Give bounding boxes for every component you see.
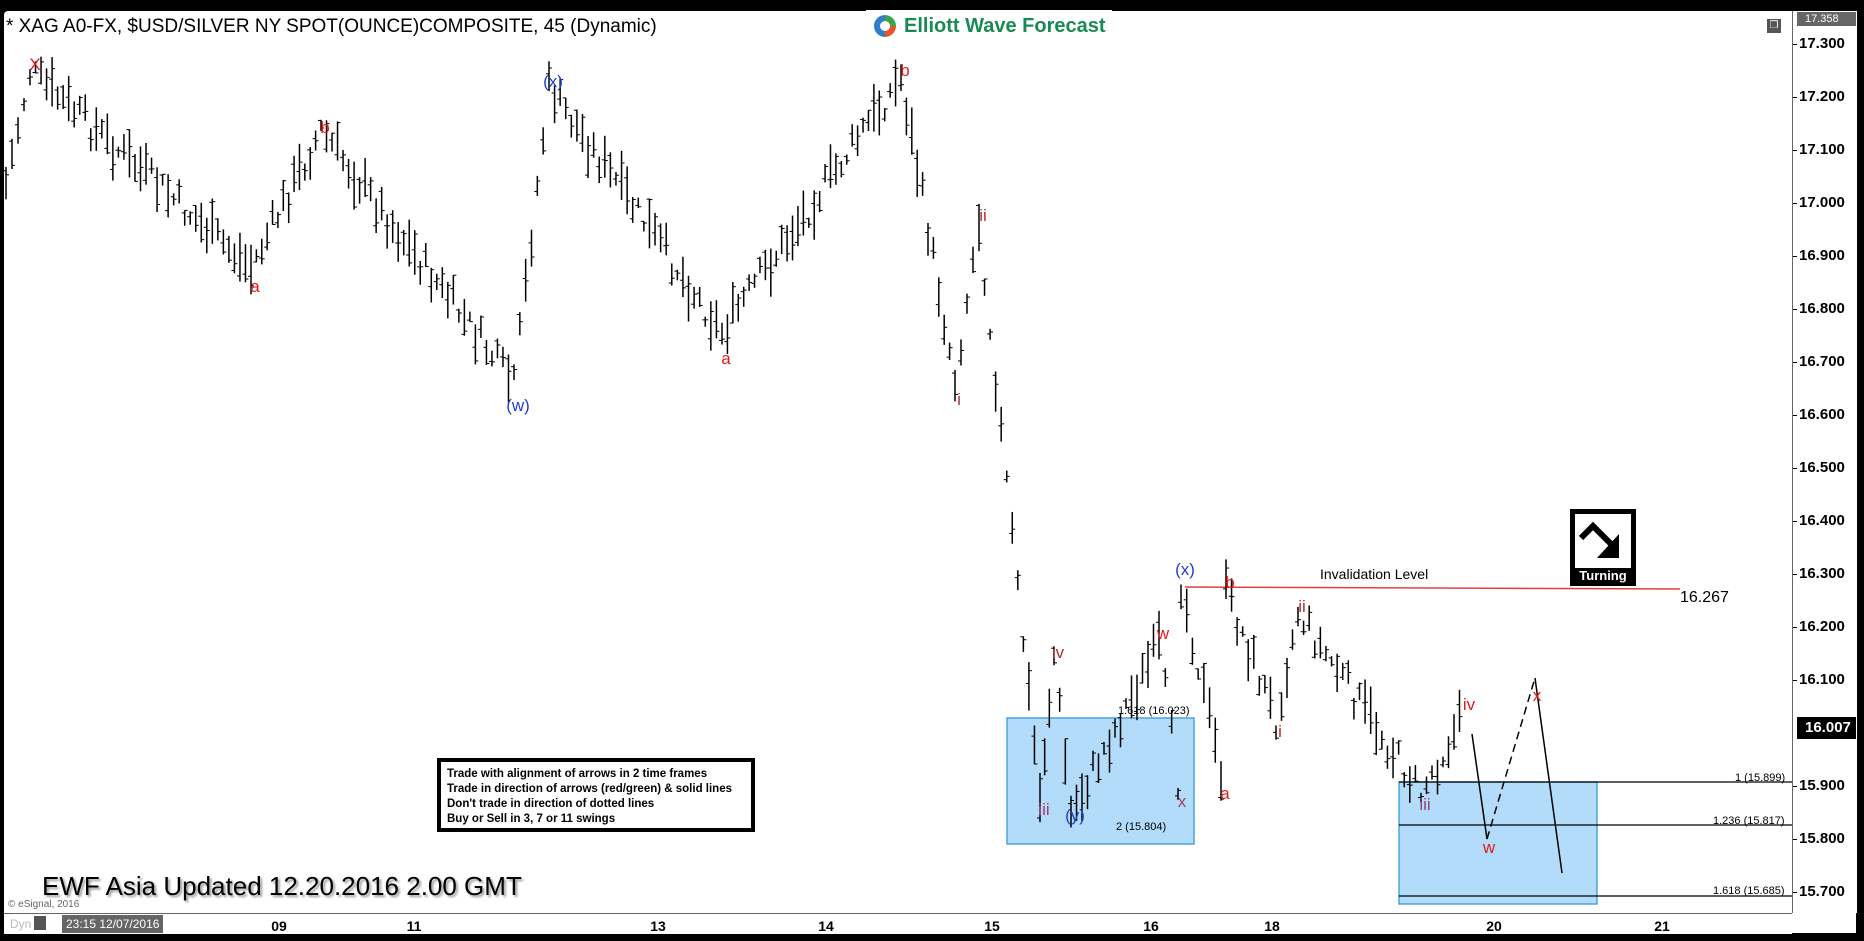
rule-line: Trade with alignment of arrows in 2 time… [447, 768, 708, 780]
trading-rules-box: Trade with alignment of arrows in 2 time… [437, 758, 755, 832]
fib-label: 1.618 (15.685) [1713, 885, 1785, 897]
price-tick: 17.000 [1793, 194, 1845, 211]
wave-label: iii [1038, 800, 1050, 819]
wave-label: iv [1462, 695, 1476, 714]
invalidation-label: Invalidation Level [1320, 566, 1429, 582]
time-tick: 21 [1654, 918, 1670, 934]
turning-label: Turning [1579, 568, 1627, 583]
wave-label: (y) [1065, 806, 1085, 825]
invalidation-line [1184, 586, 1681, 590]
time-tick: 18 [1264, 918, 1280, 934]
restore-window-button[interactable]: ❐ [1767, 19, 1781, 33]
dynamic-mode-label[interactable]: Dyn [10, 917, 32, 931]
wave-label: x [1177, 792, 1187, 811]
price-tick: 15.900 [1793, 777, 1845, 794]
ewf-logo: Elliott Wave Forecast [866, 10, 1112, 42]
fib-zone-box-1 [1006, 717, 1195, 845]
wave-label: a [250, 277, 260, 296]
wave-label: iv [1051, 643, 1065, 662]
fib-label: 1 (15.899) [1735, 772, 1786, 784]
rule-line: Don't trade in direction of dotted lines [447, 798, 655, 810]
price-tick: 16.600 [1793, 406, 1845, 423]
wave-label: (x) [543, 72, 563, 91]
price-tick: 16.100 [1793, 671, 1845, 688]
start-datetime: 23:15 12/07/2016 [62, 915, 164, 933]
ohlc-bars [4, 56, 1463, 828]
price-tick: 15.800 [1793, 830, 1845, 847]
rule-line: Buy or Sell in 3, 7 or 11 swings [447, 813, 616, 825]
time-tick: 16 [1143, 918, 1159, 934]
ewf-logo-icon [874, 15, 896, 37]
wave-label: ii [1298, 597, 1306, 616]
wave-label: a [1220, 784, 1230, 803]
time-tick: 14 [818, 918, 834, 934]
price-tick: 16.200 [1793, 618, 1845, 635]
price-tick: 17.200 [1793, 88, 1845, 105]
time-tick: 11 [406, 918, 422, 934]
wave-label: i [957, 390, 961, 409]
fib-label: 2 (15.804) [1116, 821, 1167, 833]
time-tick: 15 [984, 918, 1000, 934]
price-tick: 16.700 [1793, 353, 1845, 370]
fib-label: 1.618 (16.023) [1118, 705, 1190, 717]
time-tick: 20 [1486, 918, 1502, 934]
wave-label: i [1278, 722, 1282, 741]
ewf-logo-text: Elliott Wave Forecast [904, 14, 1106, 37]
projection-final-leg [1534, 677, 1563, 874]
price-tick: 16.800 [1793, 300, 1845, 317]
copyright-text: © eSignal, 2016 [8, 899, 80, 910]
wave-label: (w) [506, 396, 530, 415]
high-price-marker: 17.358 [1797, 12, 1856, 26]
wave-label: (x) [1175, 560, 1195, 579]
rule-line: Trade in direction of arrows (red/green)… [447, 783, 733, 795]
wave-label: X [29, 55, 41, 74]
wave-label: w [1482, 838, 1496, 857]
projection-x-leg-dashed [1486, 677, 1536, 840]
time-tick: 13 [650, 918, 666, 934]
price-tick: 16.400 [1793, 512, 1845, 529]
wave-label: a [721, 349, 731, 368]
wave-label: b [900, 61, 910, 80]
price-axis[interactable]: 17.300 17.200 17.100 17.000 16.900 16.80… [1792, 11, 1857, 913]
wave-label: b [1225, 573, 1235, 592]
price-tick: 15.700 [1793, 883, 1845, 900]
chart-title: * XAG A0-FX, $USD/SILVER NY SPOT(OUNCE)C… [6, 16, 657, 37]
time-tick: 09 [271, 918, 287, 934]
price-tick: 16.500 [1793, 459, 1845, 476]
invalidation-value: 16.267 [1680, 589, 1729, 606]
projection-w-leg [1471, 733, 1488, 840]
price-tick: 16.300 [1793, 565, 1845, 582]
wave-label: b [320, 118, 330, 137]
price-tick: 16.900 [1793, 247, 1845, 264]
wave-label: x [1532, 686, 1542, 705]
turning-signal-badge: Turning [1570, 509, 1636, 586]
current-price-marker: 16.007 [1797, 717, 1856, 739]
wave-label: iii [1419, 795, 1431, 814]
price-tick: 17.100 [1793, 141, 1845, 158]
price-plot[interactable] [4, 11, 1792, 913]
wave-label: w [1156, 624, 1170, 643]
price-tick: 17.300 [1793, 35, 1845, 52]
turning-down-arrow-icon [1578, 521, 1620, 558]
update-timestamp: EWF Asia Updated 12.20.2016 2.00 GMT [42, 871, 522, 901]
chart-panel [4, 11, 1856, 933]
fib-label: 1.236 (15.817) [1713, 815, 1785, 827]
wave-label: ii [979, 206, 987, 225]
time-axis[interactable]: Dyn 23:15 12/07/2016 09 11 13 14 15 16 1… [4, 913, 1792, 934]
lock-icon[interactable] [34, 916, 46, 930]
